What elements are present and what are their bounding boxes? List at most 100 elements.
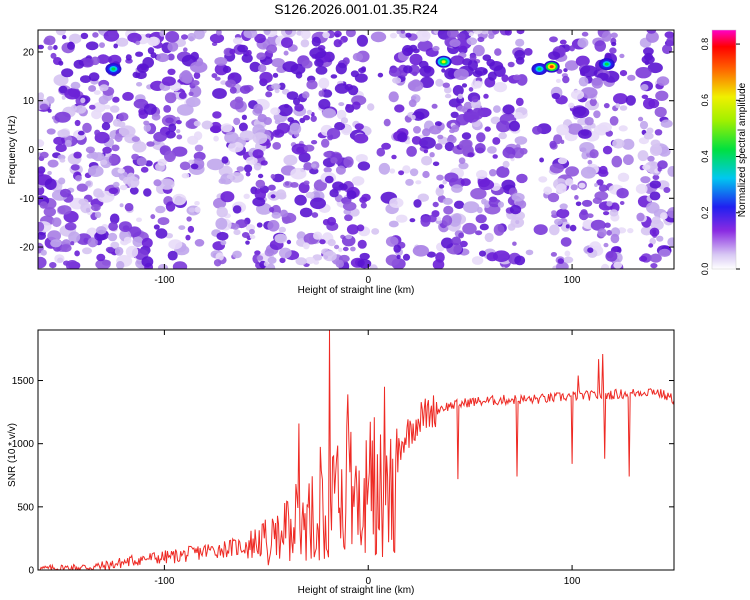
spectrogram-cell (587, 159, 593, 165)
spectrogram-y-label: Frequency (Hz) (7, 116, 18, 185)
spectrogram-cell (501, 266, 506, 269)
spectrogram-cell (167, 53, 175, 61)
spectrogram-cell (303, 162, 313, 171)
spectrogram-cell (39, 201, 48, 209)
spectrogram-cell (286, 239, 292, 245)
spectrogram-cell (578, 129, 592, 139)
spectrogram-cell (468, 32, 474, 37)
spectrogram-cell (314, 58, 324, 67)
spectrogram-cell (652, 174, 660, 180)
spectrogram-cell (179, 71, 193, 83)
spectrogram-cell (564, 250, 571, 257)
spectrogram-cell (44, 35, 56, 46)
spectrogram-cell (246, 49, 252, 56)
spectrogram-cell (584, 116, 594, 126)
spectrogram-cell (557, 157, 568, 165)
spectrogram-cell (457, 33, 466, 41)
spectrogram-cell (232, 37, 243, 45)
spectrogram-cell (662, 44, 673, 55)
spectrogram-cell (421, 155, 433, 166)
spectrogram-cell (641, 94, 649, 100)
spectrogram-cell (525, 249, 534, 256)
spectrogram-cell (512, 74, 521, 81)
spectrogram-cell (388, 67, 402, 77)
spectrogram-cell (478, 179, 495, 191)
spectrogram-cell (315, 66, 328, 75)
spectrogram-cell (642, 164, 651, 170)
spectrogram-cell (464, 111, 480, 123)
spectrogram-cell (99, 42, 105, 48)
spectrogram-cell (310, 163, 317, 168)
spectrogram-cell (555, 183, 567, 194)
spectrogram-cell (302, 91, 310, 99)
spectrogram-cell (435, 252, 445, 263)
spectrogram-cell (38, 256, 47, 269)
spectrogram-cell (118, 125, 136, 138)
spectrogram-cell (569, 224, 577, 232)
spectrogram-cell (39, 151, 49, 159)
spectrogram-cell (627, 74, 636, 81)
spectrogram-cell (582, 220, 591, 229)
spectrogram-cell (402, 253, 411, 261)
spectrogram-cell (213, 135, 219, 142)
spectrogram-cell (330, 157, 338, 164)
spectrogram-cell (38, 92, 45, 100)
spectrogram-cell (165, 201, 176, 212)
spectrogram-cell (116, 261, 125, 269)
spectrogram-cell (82, 247, 92, 255)
spectrogram-cell (559, 39, 567, 45)
spectrogram-cell (107, 232, 118, 242)
spectrogram-cell (596, 179, 604, 186)
spectrogram-cell (112, 96, 120, 103)
spectrogram-cell (186, 216, 192, 222)
spectrogram-cell (405, 178, 414, 186)
spectrogram-cell (598, 184, 608, 192)
spectrogram-cell (616, 188, 629, 199)
spectrogram-cell (352, 52, 364, 62)
spectrogram-cell (53, 74, 69, 86)
spectrogram-cell (194, 239, 205, 247)
spectrogram-cell (574, 195, 579, 200)
spectrogram-cell (54, 111, 71, 123)
spectrogram-cell (99, 84, 109, 92)
spectrogram-cell (82, 122, 92, 133)
spectrogram-cell (391, 154, 397, 160)
spectrogram-cell (318, 90, 325, 97)
spectrogram-cell (311, 36, 321, 47)
spectrogram-cell (609, 116, 619, 126)
spectrogram-cell (399, 32, 408, 39)
spectrogram-cell (188, 91, 194, 97)
spectrogram-cell (646, 30, 657, 34)
spectrogram-cell (136, 82, 143, 87)
spectrogram-cell (658, 248, 671, 257)
colorbar-tick-label: 0.2 (700, 207, 710, 220)
spectrogram-cell (412, 245, 430, 257)
spectrogram-cell (321, 138, 330, 148)
spectrogram-cell (649, 253, 662, 263)
spectrogram-cell (117, 112, 129, 121)
spectrogram-cell (334, 30, 342, 38)
spectrogram-cell (194, 206, 201, 213)
spectrogram-cell (444, 141, 455, 152)
spectrogram-y-tick-label: 10 (23, 96, 35, 107)
spectrogram-cell (216, 30, 222, 36)
spectrogram-cell (190, 61, 208, 73)
spectrogram-cell (385, 254, 400, 266)
spectrogram-cell (213, 259, 222, 267)
spectrogram-cell (153, 224, 160, 230)
spectrogram-cell (553, 134, 563, 145)
spectrogram-cell (378, 162, 391, 175)
spectrogram-cell (259, 71, 273, 84)
spectrogram-cell (289, 122, 302, 135)
spectrogram-cell (389, 197, 404, 208)
spectrogram-cell (532, 125, 542, 135)
spectrogram-cell (640, 226, 653, 236)
spectrogram-cell (514, 49, 526, 61)
spectrogram-cell (168, 239, 183, 250)
spectrogram-cell (467, 59, 478, 71)
spectrogram-cell (578, 182, 586, 189)
spectrogram-cell (444, 172, 459, 183)
colorbar-tick-label: 0.6 (700, 94, 710, 107)
spectrogram-cell (606, 229, 612, 236)
spectrogram-cell (295, 257, 307, 266)
